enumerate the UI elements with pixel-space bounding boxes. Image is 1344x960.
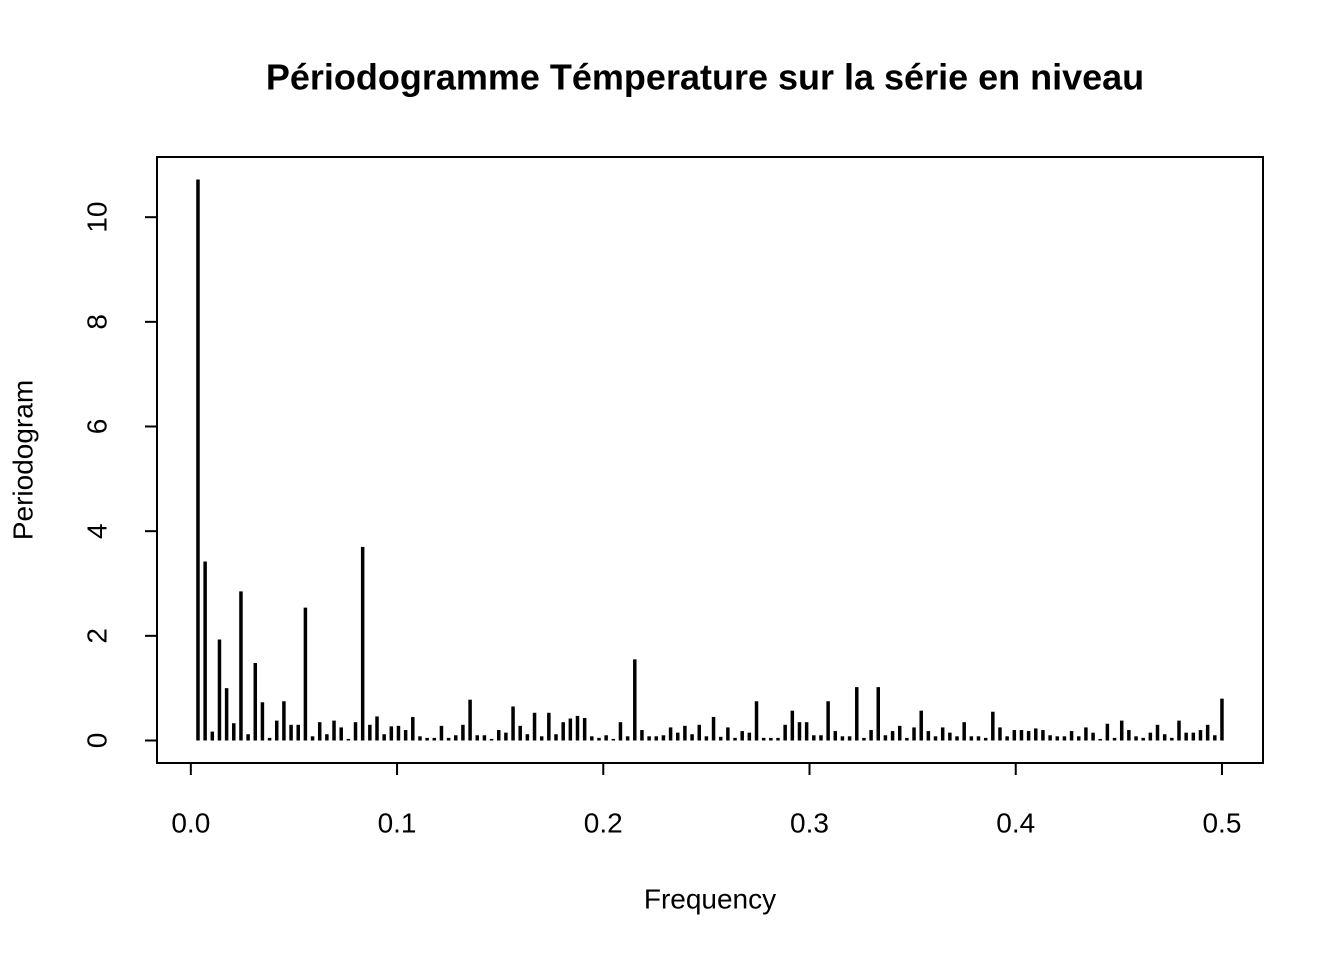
x-tick-label: 0.3 (790, 807, 829, 838)
x-tick-label: 0.1 (378, 807, 417, 838)
y-tick-label: 4 (81, 523, 112, 539)
x-axis-label: Frequency (644, 883, 776, 914)
y-tick-label: 2 (81, 628, 112, 644)
y-tick-label: 0 (81, 733, 112, 749)
x-tick-label: 0.0 (171, 807, 210, 838)
y-tick-label: 8 (81, 314, 112, 330)
chart-title: Périodogramme Témperature sur la série e… (266, 57, 1144, 98)
y-axis-label: Periodogram (7, 380, 38, 540)
x-tick-label: 0.4 (996, 807, 1035, 838)
x-tick-label: 0.2 (584, 807, 623, 838)
y-tick-label: 10 (81, 202, 112, 233)
y-tick-label: 6 (81, 419, 112, 435)
x-tick-label: 0.5 (1202, 807, 1241, 838)
plot-frame (156, 156, 1264, 764)
